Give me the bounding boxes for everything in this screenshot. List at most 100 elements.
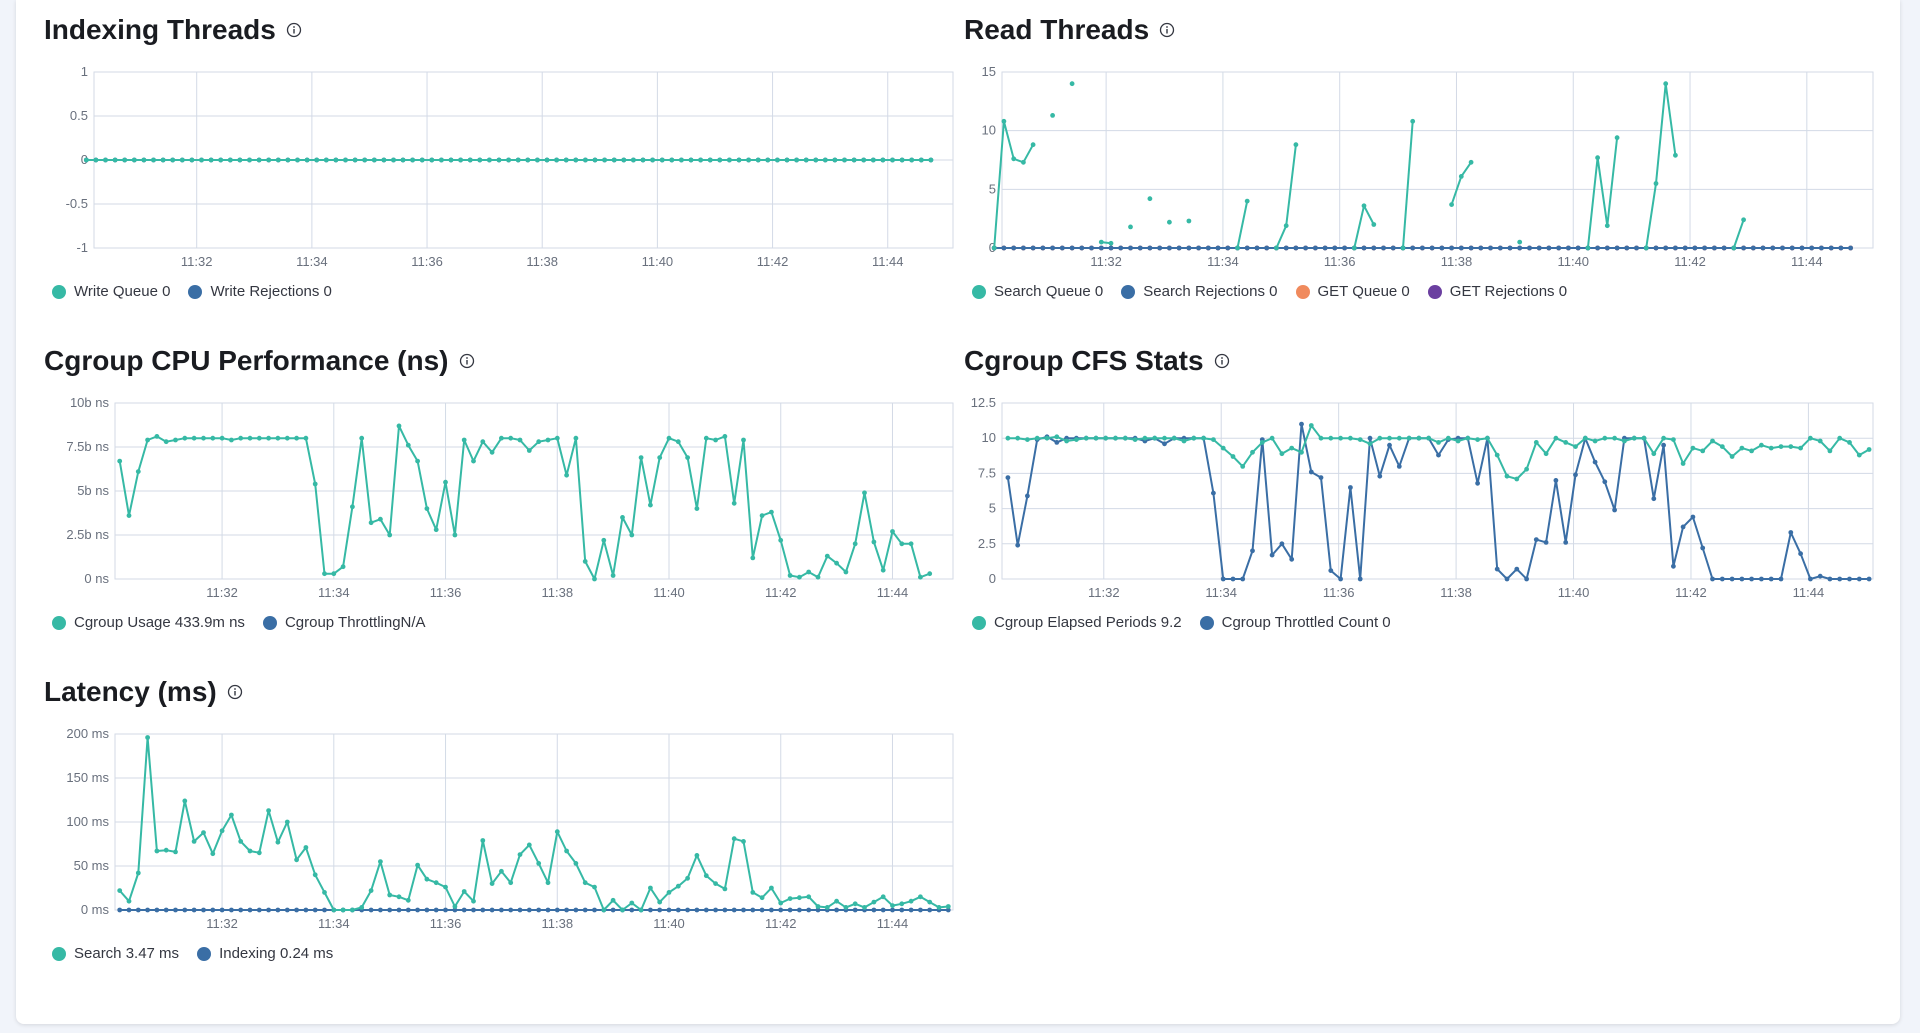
data-point — [685, 455, 690, 460]
info-icon[interactable] — [227, 684, 243, 700]
data-point — [703, 907, 709, 913]
data-point — [266, 907, 271, 913]
legend-item[interactable]: Write Rejections 0 — [188, 283, 332, 300]
data-point — [112, 157, 118, 163]
data-point — [396, 894, 402, 900]
data-point — [219, 435, 225, 441]
data-point — [736, 157, 742, 163]
data-point — [1478, 245, 1484, 251]
data-point — [1098, 239, 1104, 245]
legend-item[interactable]: Search 3.47 ms — [52, 945, 179, 962]
legend-item[interactable]: Cgroup Usage 433.9m ns — [52, 614, 245, 631]
legend-item[interactable]: Cgroup Throttled Count 0 — [1199, 614, 1391, 631]
data-point — [890, 157, 895, 163]
data-point — [396, 907, 402, 913]
data-point — [631, 157, 636, 163]
data-point — [759, 907, 765, 913]
data-point — [368, 520, 374, 526]
data-point — [1504, 473, 1510, 479]
data-point — [778, 537, 784, 543]
data-point — [1749, 576, 1754, 582]
data-point — [1357, 437, 1363, 442]
data-point — [535, 157, 540, 163]
plot-area: 10b ns 7.5b ns 5b ns 2.5b ns 0 ns 11:32 11:34 1… — [66, 395, 954, 600]
data-point — [880, 157, 886, 163]
legend-item[interactable]: Search Queue 0 — [972, 283, 1103, 300]
data-point — [666, 435, 672, 441]
data-point — [1147, 196, 1153, 202]
y-tick-label: 5 — [989, 501, 996, 516]
data-point — [458, 157, 463, 163]
info-icon[interactable] — [1214, 353, 1230, 369]
data-point — [275, 157, 281, 163]
data-point — [170, 157, 176, 163]
data-point — [778, 900, 784, 906]
data-point — [1274, 245, 1279, 251]
data-point — [1001, 118, 1007, 124]
x-tick-label: 11:38 — [1440, 585, 1472, 600]
series-line — [993, 120, 1034, 249]
data-point — [83, 157, 89, 163]
y-tick-label: 0 ns — [84, 571, 109, 586]
data-point — [1809, 245, 1815, 251]
data-point — [1485, 435, 1490, 441]
data-point — [880, 894, 886, 900]
legend-item[interactable]: Write Queue 0 — [52, 283, 170, 300]
data-point — [284, 819, 290, 825]
data-point — [1152, 435, 1158, 441]
data-point — [545, 880, 551, 886]
data-point — [554, 435, 560, 441]
data-point — [834, 907, 839, 913]
data-point — [927, 907, 933, 913]
data-point — [256, 435, 262, 441]
data-point — [1702, 245, 1707, 251]
info-icon[interactable] — [459, 353, 475, 369]
data-point — [707, 157, 713, 163]
data-point — [694, 853, 700, 858]
legend-item[interactable]: GET Queue 0 — [1295, 283, 1410, 300]
data-point — [117, 458, 123, 464]
data-point — [862, 490, 867, 496]
data-point — [727, 157, 732, 163]
data-point — [191, 839, 197, 844]
legend-item[interactable]: Search Rejections 0 — [1121, 283, 1278, 300]
data-point — [323, 157, 329, 163]
read-threads-chart: Read Threads 15105011:3211:3411:3611:381… — [964, 14, 1884, 314]
data-point — [461, 437, 467, 443]
data-point — [151, 157, 156, 163]
data-point — [1400, 245, 1406, 251]
data-point — [1439, 245, 1445, 251]
data-point — [1299, 421, 1304, 427]
info-icon[interactable] — [1159, 22, 1175, 38]
data-point — [610, 573, 616, 578]
data-point — [694, 907, 700, 913]
data-point — [880, 567, 886, 573]
data-point — [657, 455, 663, 460]
data-point — [1533, 537, 1539, 542]
data-point — [154, 907, 160, 913]
legend-item[interactable]: Indexing 0.24 ms — [197, 945, 333, 962]
data-point — [1259, 440, 1265, 445]
legend-item[interactable]: Cgroup Elapsed Periods 9.2 — [972, 614, 1182, 631]
cgroup-cpu-chart: Cgroup CPU Performance (ns) 10b ns 7.5b n… — [44, 345, 964, 645]
data-point — [703, 435, 709, 441]
x-tick-label: 11:42 — [1675, 585, 1707, 600]
data-point — [775, 157, 780, 163]
data-point — [322, 907, 327, 913]
data-point — [813, 157, 819, 163]
data-point — [592, 907, 597, 913]
data-point — [638, 455, 644, 460]
data-point — [890, 907, 895, 913]
data-point — [145, 735, 150, 740]
x-tick-label: 11:34 — [1207, 254, 1239, 269]
legend-item[interactable]: GET Rejections 0 — [1427, 283, 1567, 300]
data-point — [448, 157, 454, 163]
data-point — [362, 157, 368, 163]
data-point — [471, 907, 476, 913]
data-point — [1240, 464, 1246, 469]
data-point — [1700, 448, 1706, 454]
data-point — [219, 828, 225, 834]
legend-item[interactable]: Cgroup ThrottlingN/A — [262, 614, 426, 631]
legend-color-dot — [197, 946, 212, 961]
info-icon[interactable] — [286, 22, 302, 38]
